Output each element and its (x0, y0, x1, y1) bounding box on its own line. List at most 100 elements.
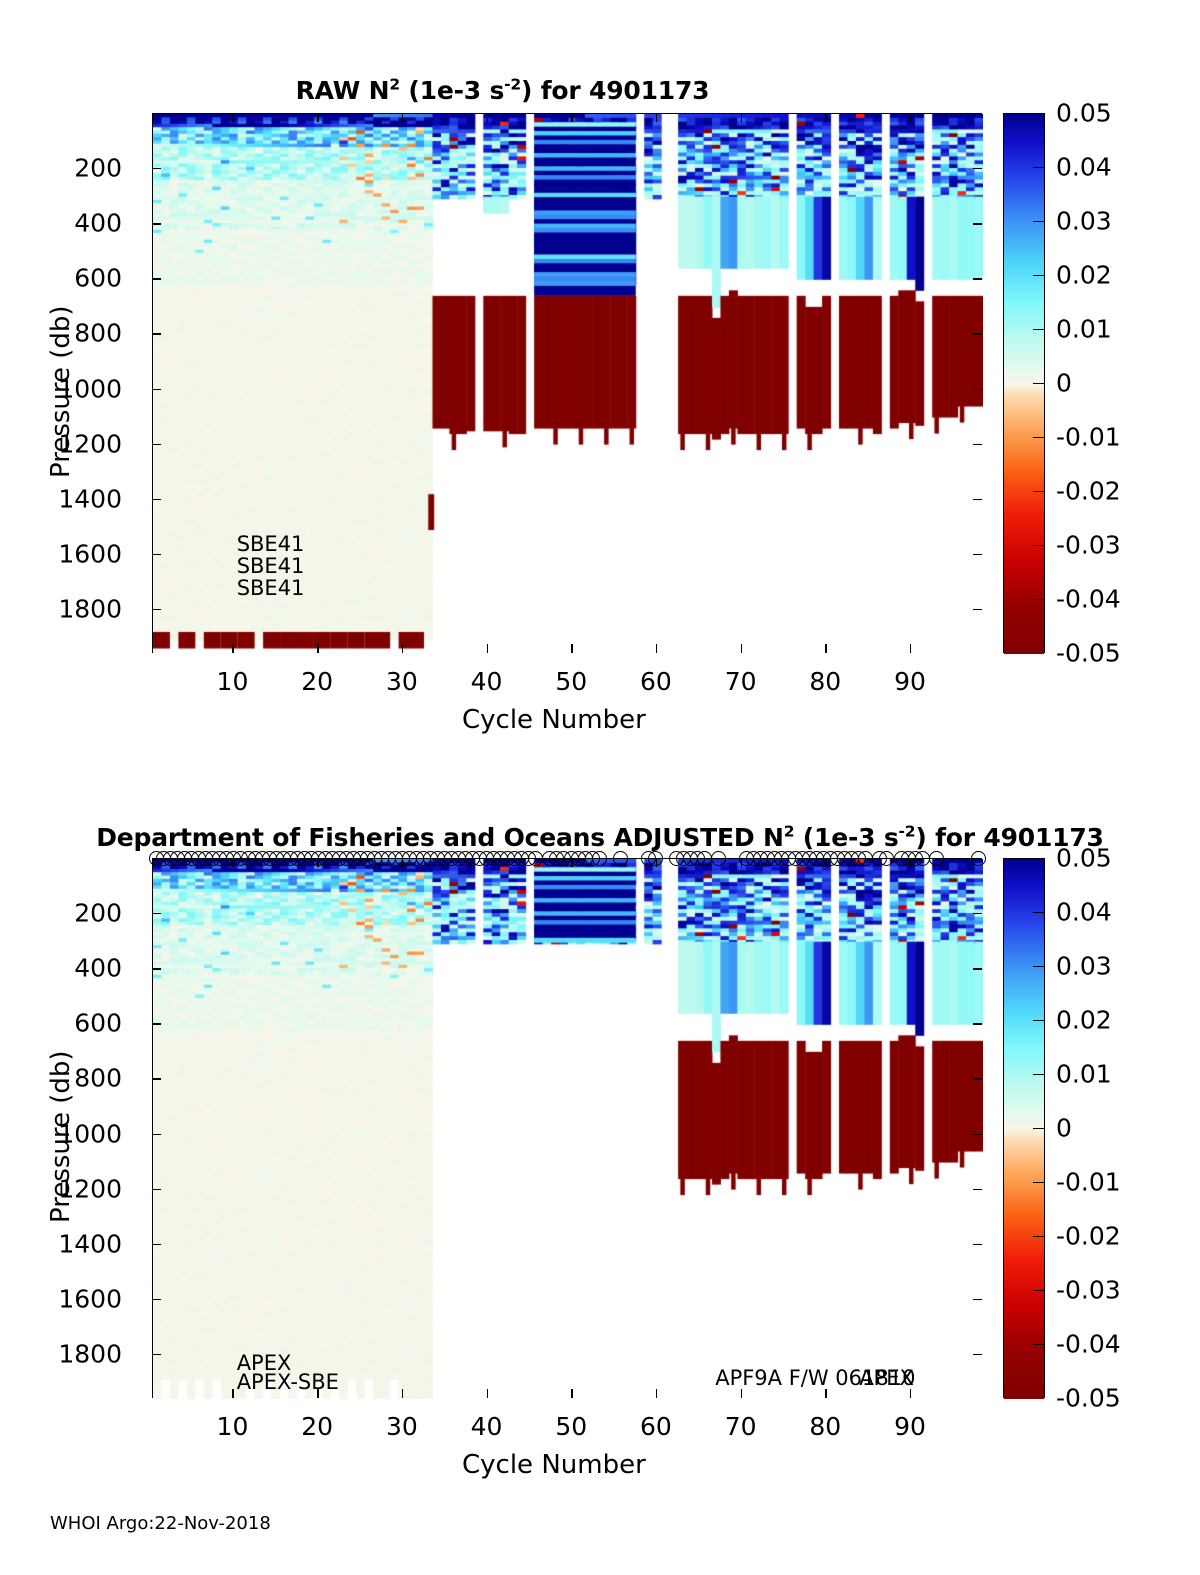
adj-x-tick-mark-top (401, 858, 404, 867)
raw-colorbar-tick-label: 0.05 (1056, 98, 1112, 128)
raw-x-tick-mark-top (740, 113, 742, 122)
adj-y-tick-mark (152, 913, 161, 915)
raw-colorbar (1003, 113, 1045, 654)
raw-x-tick-mark-top (655, 113, 658, 122)
raw-colorbar-tick-mark (1033, 437, 1044, 439)
adj-y-tick-mark-right (973, 913, 982, 915)
adj-x-tick-mark-top (317, 858, 319, 867)
raw-annotation: SBE41 (236, 575, 305, 600)
adj-annotation: APF9A F/W 061810 (715, 1366, 916, 1391)
raw-x-tick-mark-top (486, 113, 488, 122)
adj-x-tick-label: 70 (724, 1412, 757, 1441)
adj-x-tick-mark (486, 1389, 488, 1398)
raw-x-tick-mark-top (825, 113, 827, 122)
raw-x-tick-mark (401, 644, 404, 653)
adj-colorbar-tick-label: 0.04 (1056, 897, 1112, 927)
adjusted-title-mid: (1e-3 s (794, 823, 899, 852)
raw-x-axis-label: Cycle Number (462, 705, 646, 735)
raw-y-tick-label: 400 (74, 208, 122, 238)
raw-colorbar-tick-label: -0.04 (1056, 584, 1121, 614)
raw-y-tick-mark (152, 498, 161, 501)
raw-colorbar-tick-label: 0.01 (1056, 314, 1112, 344)
raw-y-tick-mark-right (973, 553, 982, 556)
raw-x-tick-label: 60 (640, 667, 672, 696)
adj-annotation: APEX (859, 1366, 914, 1391)
adj-y-tick-mark (152, 1243, 161, 1246)
adj-x-tick-label: 80 (809, 1412, 842, 1441)
adj-y-tick-mark-right (973, 1023, 982, 1025)
adj-x-tick-mark-top (825, 858, 827, 867)
raw-y-tick-mark (152, 443, 161, 445)
cycle-marker-circle (970, 851, 986, 866)
cycle-marker-circle (696, 851, 712, 866)
raw-x-tick-label: 70 (724, 667, 757, 696)
raw-colorbar-tick-mark (1033, 545, 1044, 547)
adj-x-tick-mark-top (910, 858, 912, 867)
raw-colorbar-tick-label: 0.03 (1056, 206, 1112, 236)
cycle-marker-circle (710, 851, 726, 866)
adj-y-tick-mark (152, 1353, 161, 1356)
adjusted-title-exponent2: -2 (898, 822, 916, 841)
raw-title-suffix: ) for 4901173 (520, 76, 710, 105)
raw-colorbar-tick-label: 0.04 (1056, 152, 1112, 182)
adj-annotation: APEX (236, 1351, 292, 1376)
raw-y-tick-label: 600 (74, 263, 122, 293)
adj-colorbar-tick-label: 0.05 (1056, 843, 1112, 873)
adj-y-tick-label: 1000 (58, 1119, 122, 1148)
raw-y-tick-mark (152, 278, 161, 280)
raw-y-tick-mark-right (973, 333, 982, 335)
adj-x-tick-mark-top (232, 858, 234, 867)
raw-colorbar-tick-label: -0.05 (1056, 638, 1121, 668)
raw-x-tick-label: 50 (555, 667, 588, 696)
adj-y-tick-label: 1200 (58, 1174, 122, 1204)
adjusted-title-suffix: ) for 4901173 (915, 823, 1104, 852)
adj-y-tick-mark (152, 1133, 161, 1135)
adj-x-tick-label: 50 (555, 1412, 588, 1441)
raw-colorbar-tick-mark (1033, 221, 1044, 223)
adj-colorbar-tick-label: -0.01 (1056, 1167, 1121, 1197)
adj-y-tick-mark-right (973, 1078, 982, 1080)
adj-x-tick-label: 30 (385, 1412, 418, 1441)
raw-x-tick-mark-top (910, 113, 912, 122)
raw-x-tick-label: 80 (809, 667, 842, 696)
adj-x-tick-label: 10 (216, 1412, 249, 1441)
raw-x-tick-mark (317, 644, 319, 653)
raw-y-tick-label: 200 (74, 153, 122, 183)
raw-annotation: SBE41 (236, 553, 305, 578)
raw-colorbar-tick-label: -0.02 (1056, 476, 1121, 506)
adj-y-tick-label: 400 (74, 953, 122, 983)
raw-title-mid: (1e-3 s (399, 76, 505, 105)
adj-x-tick-mark (740, 1389, 742, 1398)
raw-title-main: RAW N (295, 76, 390, 105)
adj-y-tick-label: 1600 (58, 1284, 122, 1314)
raw-x-tick-mark-top (232, 113, 234, 122)
raw-y-tick-label: 1600 (58, 539, 122, 569)
adj-y-tick-mark-right (973, 1133, 982, 1135)
adjusted-panel-title: Department of Fisheries and Oceans ADJUS… (0, 823, 1200, 852)
adj-x-tick-mark (571, 1389, 573, 1398)
adj-x-tick-label: 40 (470, 1412, 503, 1441)
adj-colorbar-tick-mark (1033, 1182, 1044, 1184)
cycle-marker-circle (647, 851, 663, 866)
adj-x-tick-mark (910, 1389, 912, 1398)
raw-x-tick-label: 30 (385, 667, 418, 696)
raw-x-tick-mark-top (571, 113, 573, 122)
raw-y-tick-label: 1800 (58, 594, 122, 624)
raw-colorbar-tick-mark (1033, 167, 1044, 169)
raw-colorbar-tick-label: -0.01 (1056, 422, 1121, 452)
raw-y-tick-mark-right (973, 388, 982, 390)
adj-y-tick-mark (152, 1188, 161, 1190)
raw-x-tick-mark-top (317, 113, 319, 122)
panel-raw: RAW N2 (1e-3 s-2) for 4901173 200 400 600 8… (46, 76, 1121, 735)
raw-x-tick-mark (740, 644, 742, 653)
raw-y-tick-mark-right (973, 168, 982, 170)
raw-y-tick-mark (152, 388, 161, 390)
raw-x-tick-mark (825, 644, 827, 653)
raw-x-tick-label: 10 (216, 667, 249, 696)
raw-y-tick-mark (152, 223, 161, 225)
raw-y-tick-mark (152, 608, 161, 611)
adjusted-y-axis-label: Pressure (db) (46, 1050, 76, 1223)
raw-y-tick-label: 1200 (58, 429, 122, 459)
adj-x-tick-mark-top (486, 858, 488, 867)
adj-y-tick-mark (152, 968, 161, 970)
